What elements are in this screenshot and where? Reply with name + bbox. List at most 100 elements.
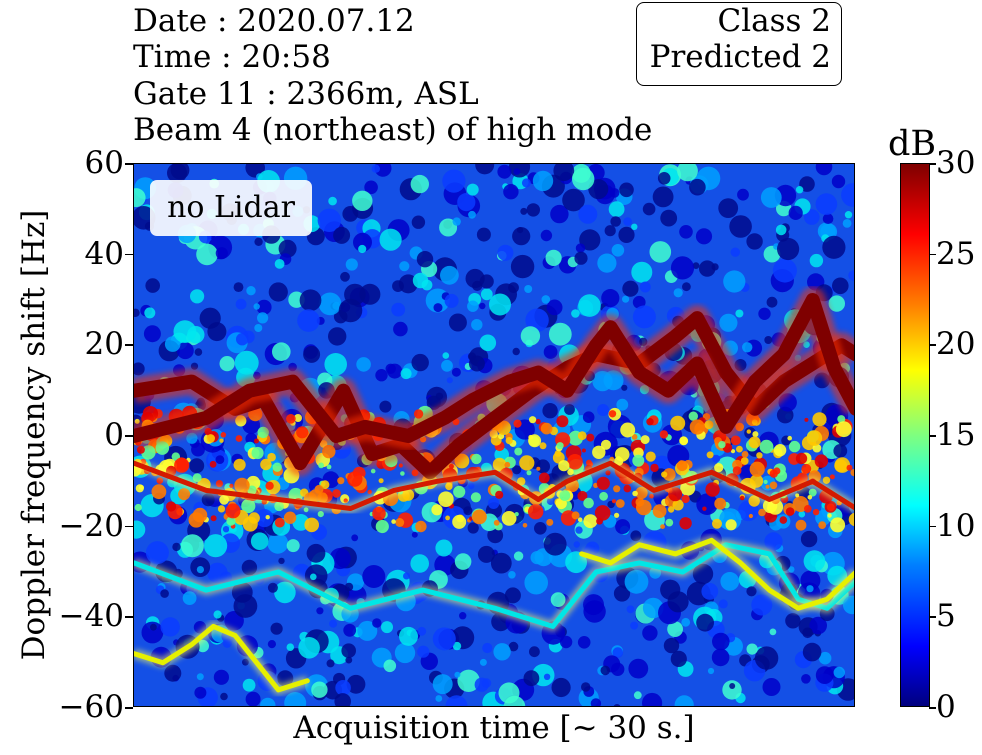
band-speckle [665, 518, 674, 527]
band-speckle [806, 430, 823, 446]
noise-blob [681, 617, 691, 627]
noise-blob [777, 237, 800, 261]
noise-blob [512, 465, 522, 475]
band-speckle [370, 468, 376, 474]
noise-blob [590, 698, 602, 706]
band-speckle [667, 506, 675, 513]
noise-blob [581, 682, 591, 692]
band-speckle [689, 419, 705, 435]
noise-blob [798, 510, 806, 518]
noise-blob [400, 368, 412, 380]
band-speckle [372, 506, 386, 521]
band-speckle [748, 436, 761, 449]
band-speckle [614, 512, 620, 518]
noise-blob [303, 345, 321, 363]
noise-blob [730, 247, 740, 257]
band-speckle [178, 488, 191, 501]
band-speckle [662, 468, 676, 481]
noise-blob [446, 377, 453, 384]
noise-blob [411, 215, 426, 229]
trace-upper [134, 293, 854, 443]
noise-blob [630, 621, 639, 630]
band-speckle [367, 489, 372, 495]
noise-blob [674, 695, 694, 706]
band-speckle [672, 499, 684, 511]
noise-blob [222, 526, 230, 533]
band-speckle [470, 492, 481, 503]
noise-blob [628, 658, 649, 679]
noise-blob [341, 643, 356, 658]
band-speckle [229, 483, 234, 488]
band-speckle [787, 435, 792, 441]
y-tick-label: −20 [58, 507, 124, 544]
noise-blob [746, 643, 758, 655]
noise-blob [582, 411, 595, 423]
noise-blob [311, 681, 328, 698]
band-speckle [225, 503, 241, 519]
noise-blob [504, 587, 521, 604]
band-speckle [763, 479, 768, 484]
colorbar-title: dB [888, 124, 937, 164]
noise-blob [167, 164, 187, 183]
noise-blob [613, 585, 631, 602]
band-speckle [769, 481, 778, 490]
noise-blob [624, 569, 649, 594]
noise-blob [526, 203, 540, 217]
trace-main [134, 311, 854, 480]
y-tick-mark [125, 525, 133, 528]
noise-blob [194, 686, 207, 699]
band-speckle [235, 435, 243, 442]
noise-blob [364, 180, 378, 195]
band-speckle [746, 429, 751, 434]
noise-blob [387, 363, 403, 379]
band-speckle [567, 454, 583, 470]
noise-blob [508, 641, 519, 652]
band-speckle [592, 445, 606, 459]
noise-blob [588, 179, 609, 200]
noise-blob [758, 307, 771, 320]
noise-blob [479, 302, 486, 310]
band-speckle [501, 511, 517, 526]
noise-blob [512, 227, 531, 246]
noise-blob [508, 282, 519, 293]
band-speckle [174, 457, 190, 473]
noise-blob [254, 324, 263, 332]
band-speckle [577, 517, 583, 522]
band-speckle [320, 480, 330, 490]
band-speckle [702, 506, 707, 511]
band-speckle [631, 434, 638, 440]
noise-blob [441, 359, 453, 372]
y-tick-label: 20 [84, 326, 124, 363]
noise-blob [234, 350, 259, 375]
noise-blob [189, 458, 205, 474]
band-speckle [773, 467, 781, 475]
noise-blob [775, 224, 787, 236]
noise-blob [619, 182, 634, 198]
noise-blob [477, 545, 495, 563]
noise-blob [682, 282, 691, 292]
noise-blob [597, 253, 617, 273]
noise-blob [802, 642, 822, 662]
band-speckle [251, 446, 264, 460]
noise-blob [371, 164, 380, 173]
noise-blob [467, 522, 479, 534]
noise-blob [764, 532, 783, 551]
band-speckle [337, 477, 345, 485]
noise-blob [329, 619, 338, 628]
noise-blob [284, 692, 307, 706]
band-speckle [504, 461, 511, 468]
noise-blob [467, 300, 479, 312]
band-speckle [519, 455, 535, 471]
band-speckle [303, 507, 309, 513]
noise-blob [817, 222, 836, 241]
band-speckle [538, 472, 550, 484]
band-speckle [332, 489, 341, 498]
band-speckle [659, 430, 669, 439]
band-speckle [725, 519, 737, 531]
noise-blob [329, 547, 351, 570]
band-speckle [652, 504, 667, 518]
noise-blob [603, 370, 624, 391]
band-speckle [254, 438, 259, 444]
band-speckle [679, 517, 692, 530]
noise-blob [440, 265, 459, 285]
